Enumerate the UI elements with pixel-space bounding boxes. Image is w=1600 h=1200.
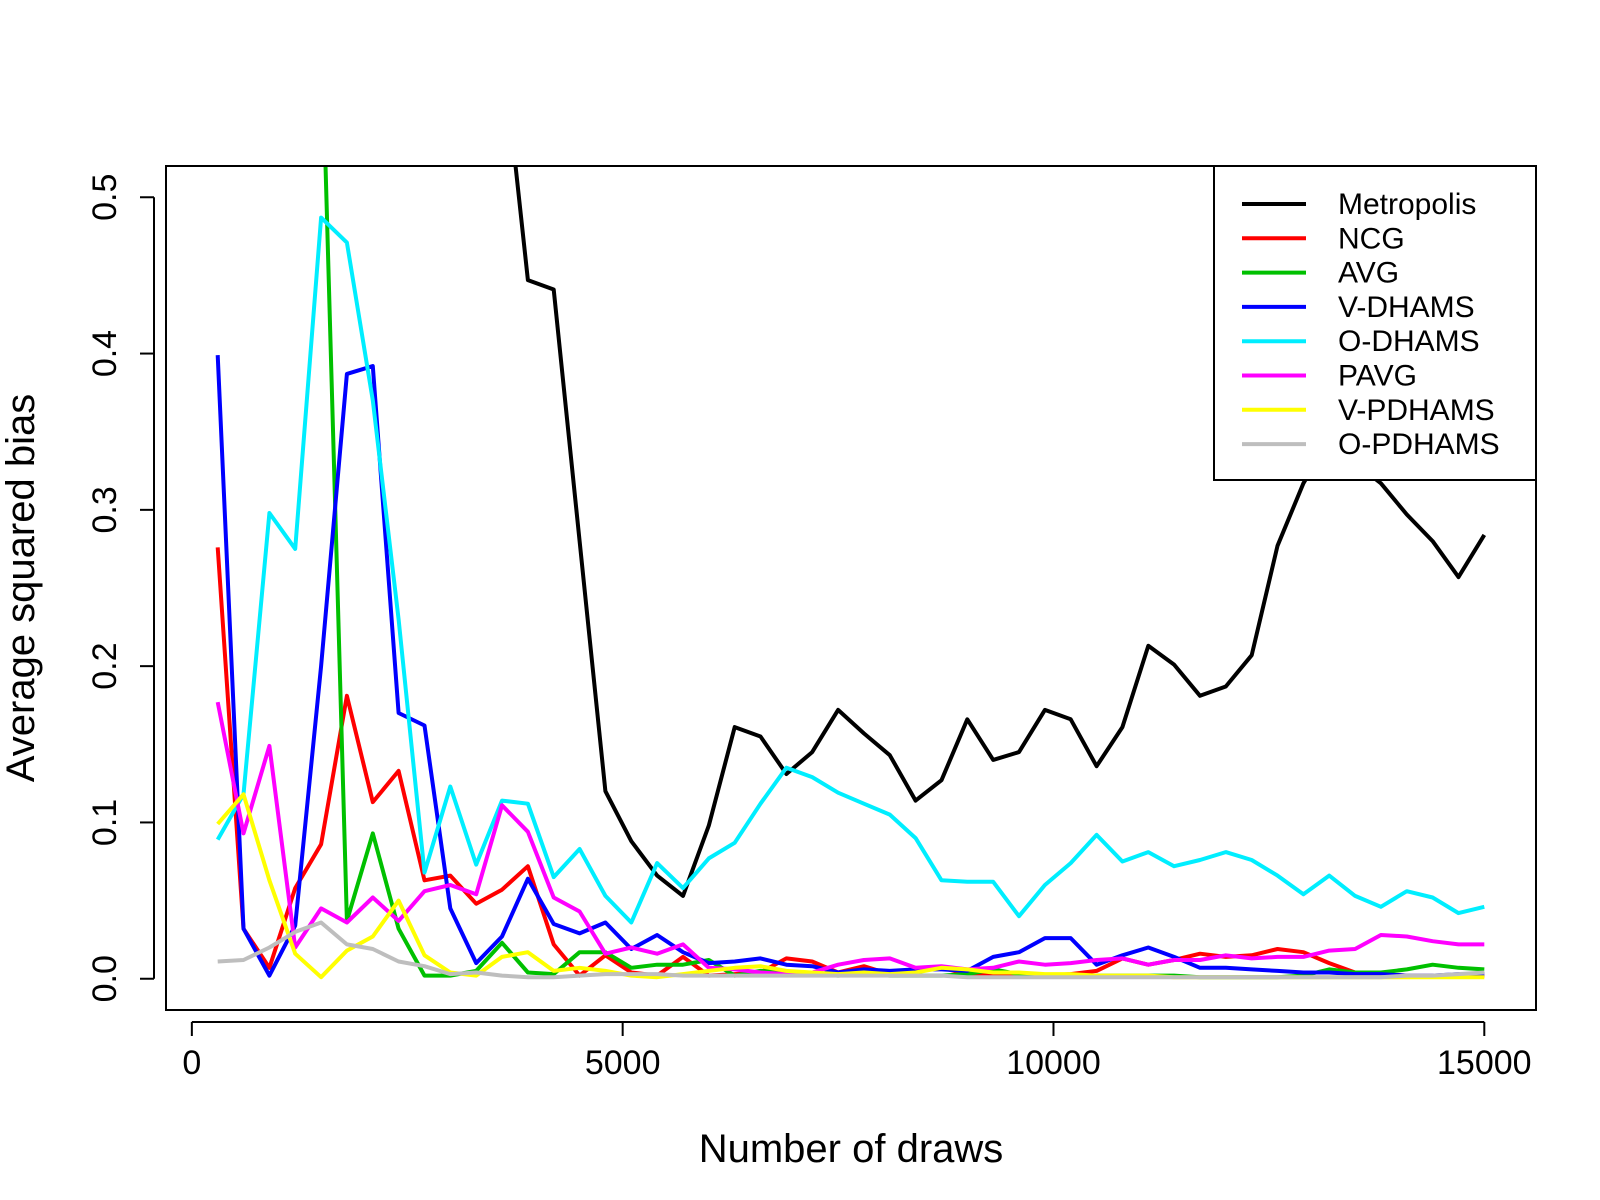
y-axis-title: Average squared bias (0, 394, 43, 782)
y-tick-label: 0.3 (86, 486, 124, 533)
legend-label: Metropolis (1338, 188, 1476, 221)
series-layer (215, 166, 1487, 980)
x-axis-title: Number of draws (699, 1127, 1004, 1171)
x-tick-label: 15000 (1437, 1044, 1532, 1082)
y-tick-label: 0.1 (86, 799, 124, 846)
x-axis: 0 5000 10000 15000 (182, 1021, 1532, 1082)
legend-label: PAVG (1338, 360, 1417, 393)
y-tick-label: 0.4 (86, 330, 124, 377)
y-axis: 0.0 0.1 0.2 0.3 0.4 0.5 (86, 174, 155, 1002)
legend-label: V-PDHAMS (1338, 394, 1495, 427)
x-tick-label: 0 (182, 1044, 201, 1082)
legend-label: O-DHAMS (1338, 325, 1480, 358)
series-line-o-dhams (215, 215, 1485, 925)
legend-label: O-PDHAMS (1338, 428, 1500, 461)
legend: MetropolisNCGAVGV-DHAMSO-DHAMSPAVGV-PDHA… (1213, 165, 1537, 481)
series-line-v-dhams (215, 355, 1485, 978)
legend-box (1213, 165, 1537, 481)
series-line-pavg (215, 701, 1485, 977)
legend-label: AVG (1338, 257, 1399, 290)
y-tick-label: 0.0 (86, 955, 124, 1002)
y-tick-label: 0.5 (86, 174, 124, 221)
plot-frame (165, 165, 1537, 1011)
legend-label: NCG (1338, 222, 1405, 255)
x-tick-label: 5000 (585, 1044, 661, 1082)
series-line-o-pdhams (217, 920, 1485, 980)
x-tick-label: 10000 (1006, 1044, 1101, 1082)
legend-label: V-DHAMS (1338, 291, 1475, 324)
y-tick-label: 0.2 (86, 643, 124, 690)
